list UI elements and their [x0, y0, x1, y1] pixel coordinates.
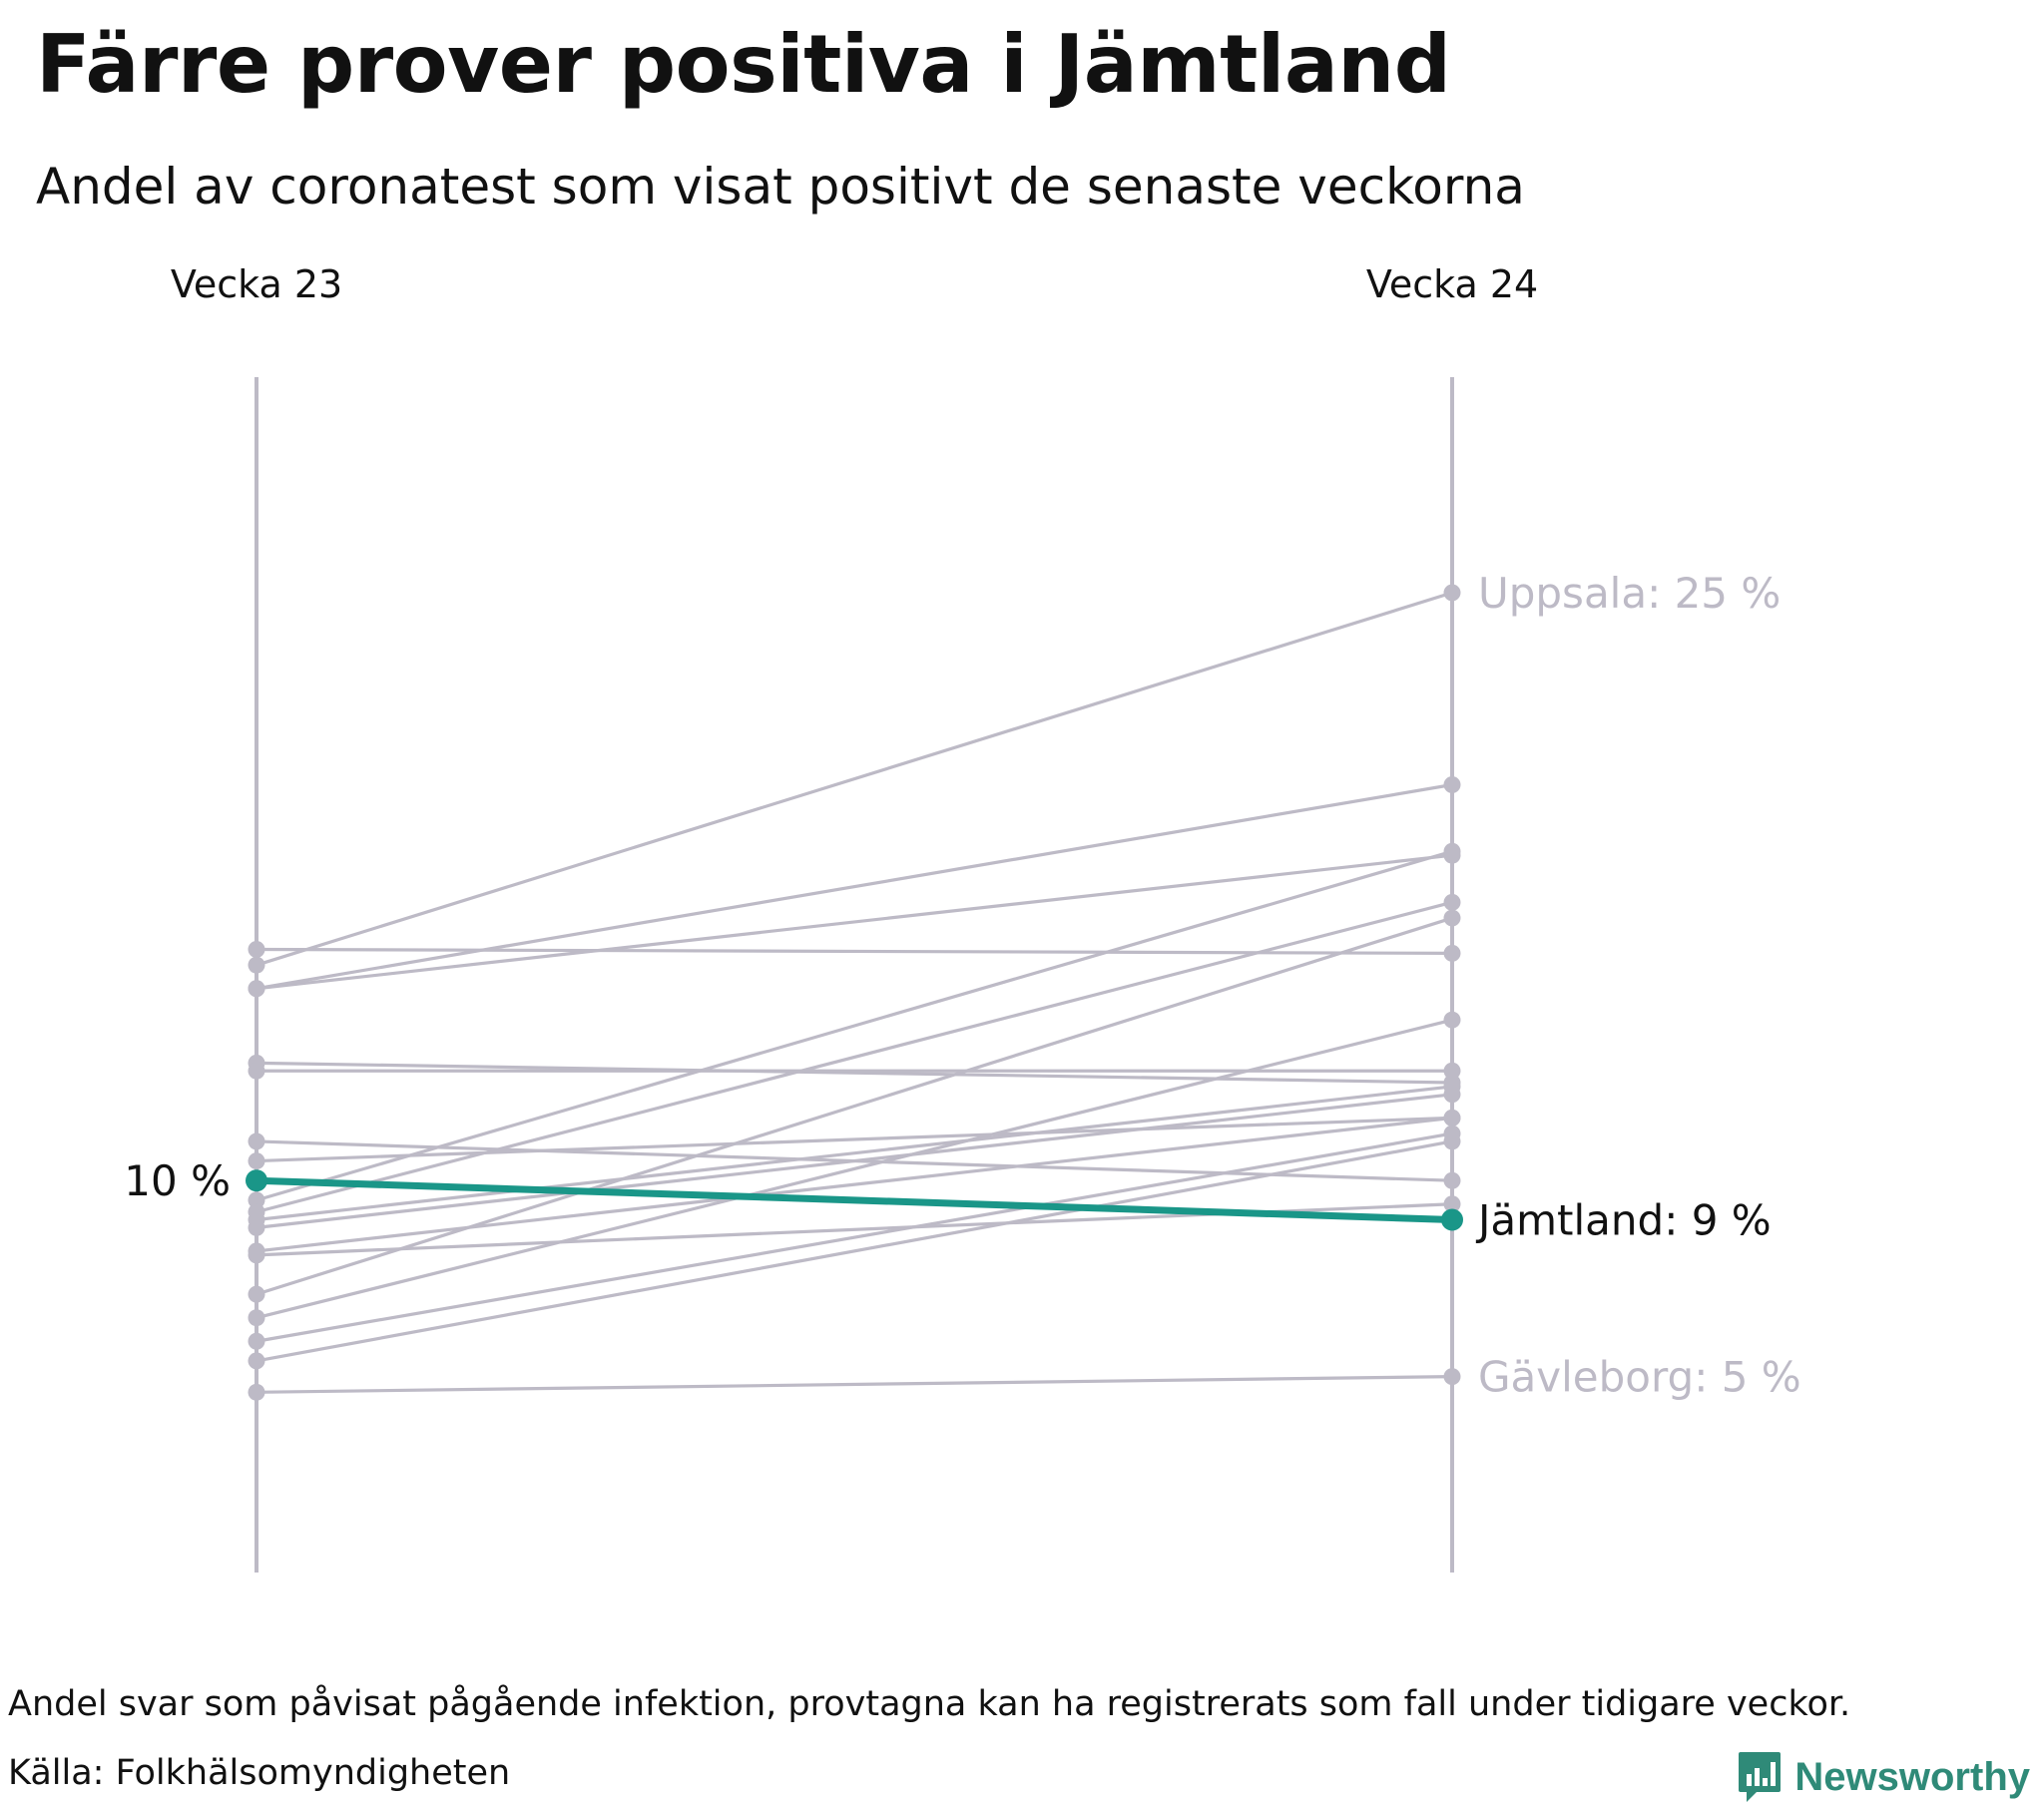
- highlight-line: [253, 1176, 1456, 1223]
- series-point-end: [1443, 1195, 1461, 1213]
- end-value-label: Jämtland: 9 %: [1475, 1195, 1772, 1244]
- series-point-start: [248, 956, 265, 974]
- series-point-end: [1443, 1109, 1461, 1127]
- series-point-start: [248, 940, 265, 958]
- series-point-start: [248, 1132, 265, 1150]
- series-point-end: [1443, 1368, 1461, 1386]
- highlight-point-end: [1441, 1208, 1463, 1231]
- series-point-end: [1443, 944, 1461, 962]
- series-point-end: [1443, 1132, 1461, 1150]
- brand-name: Newsworthy: [1794, 1754, 2030, 1799]
- series-line: [256, 1116, 1453, 1163]
- footnote: Andel svar som påvisat pågående infektio…: [8, 1684, 1851, 1724]
- source-note: Källa: Folkhälsomyndigheten: [8, 1753, 511, 1793]
- column-header: Vecka 24: [1366, 262, 1538, 306]
- value-labels: 10 % Uppsala: 25 % Jämtland: 9 % Gävleborg:…: [124, 569, 1800, 1402]
- series-point-start: [248, 1352, 265, 1370]
- series-line: [256, 782, 1453, 991]
- series-line: [256, 1139, 1453, 1363]
- series-point-start: [248, 1332, 265, 1350]
- series-point-start: [248, 1062, 265, 1080]
- axes-layer: Vecka 23 Vecka 24: [171, 262, 1538, 1573]
- chart-subtitle: Andel av coronatest som visat positivt d…: [36, 158, 1525, 216]
- start-value-label: 10 %: [124, 1156, 231, 1205]
- series-point-start: [248, 1152, 265, 1170]
- series-point-end: [1443, 893, 1461, 911]
- series-point-end: [1443, 775, 1461, 793]
- series-lines: [248, 584, 1461, 1401]
- column-header: Vecka 23: [171, 262, 342, 306]
- end-value-label: Gävleborg: 5 %: [1478, 1353, 1801, 1402]
- series-point-start: [248, 1246, 265, 1264]
- series-line: [256, 900, 1453, 1214]
- series-line: [256, 853, 1453, 991]
- series-line: [256, 1061, 1453, 1085]
- series-point-end: [1443, 909, 1461, 927]
- series-point-start: [248, 1285, 265, 1303]
- series-point-start: [248, 1191, 265, 1209]
- highlight-series: [246, 1169, 1463, 1231]
- series-line: [256, 1131, 1453, 1343]
- series-point-end: [1443, 1011, 1461, 1029]
- series-point-start: [248, 1309, 265, 1327]
- series-point-end: [1443, 1171, 1461, 1189]
- highlight-point-start: [246, 1169, 267, 1192]
- series-point-start: [248, 980, 265, 998]
- series-line: [256, 591, 1453, 967]
- series-point-end: [1443, 842, 1461, 860]
- newsworthy-logo-icon: [1739, 1752, 1782, 1802]
- series-line: [256, 1093, 1453, 1229]
- series-point-end: [1443, 1086, 1461, 1104]
- series-line: [256, 1085, 1453, 1222]
- chart-title: Färre prover positiva i Jämtland: [36, 18, 1451, 111]
- series-line: [256, 849, 1453, 1202]
- series-point-end: [1443, 584, 1461, 602]
- series-line: [256, 1116, 1453, 1253]
- brand-logo: Newsworthy: [1737, 1750, 2030, 1804]
- series-point-start: [248, 1383, 265, 1401]
- series-line: [256, 916, 1453, 1296]
- series-point-end: [1443, 1062, 1461, 1080]
- series-line: [256, 1375, 1453, 1394]
- end-value-label: Uppsala: 25 %: [1478, 569, 1781, 618]
- series-line: [256, 1018, 1453, 1320]
- series-point-start: [248, 1218, 265, 1236]
